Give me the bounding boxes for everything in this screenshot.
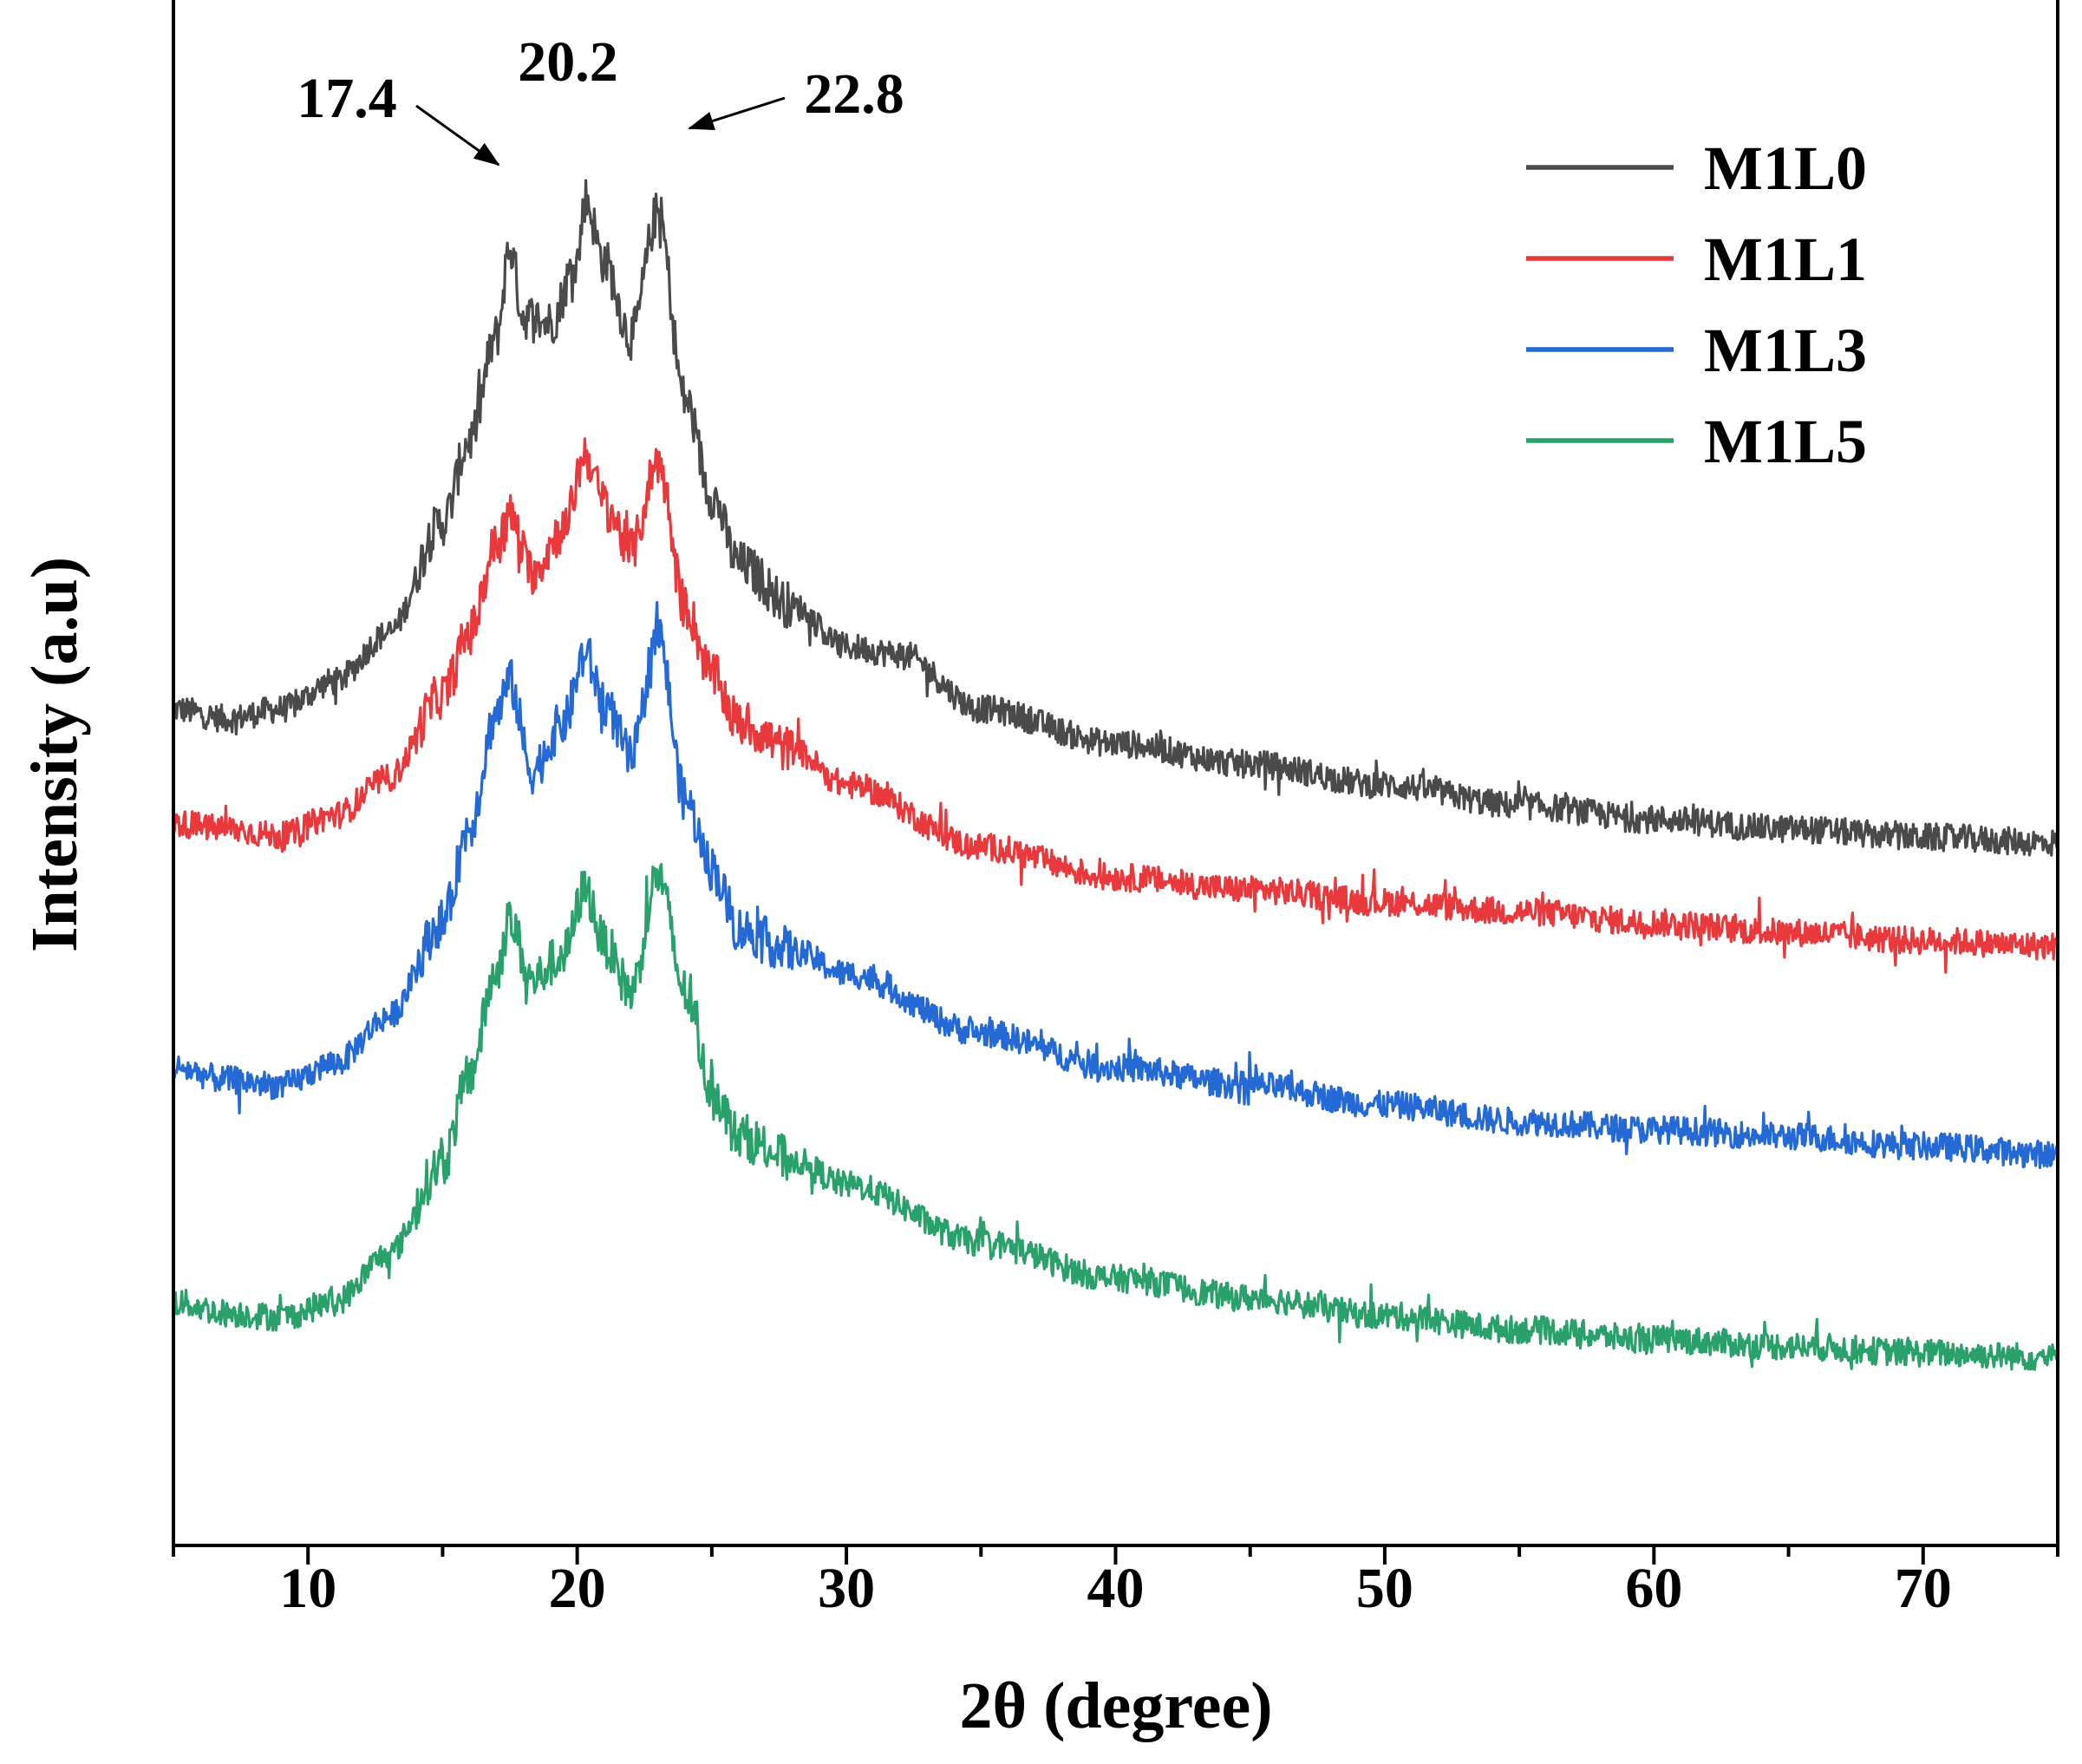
peak-label-22-8: 22.8 bbox=[804, 62, 904, 126]
peak-arrow-22-8 bbox=[688, 96, 786, 130]
peak-label-20-2: 20.2 bbox=[518, 30, 618, 94]
x-axis-title: 2θ (degree) bbox=[959, 1669, 1272, 1742]
legend-label-m1l5: M1L5 bbox=[1704, 407, 1867, 476]
peak-label-17-4: 17.4 bbox=[297, 67, 397, 130]
series-line-m1l3 bbox=[172, 601, 2059, 1169]
legend-label-m1l1: M1L1 bbox=[1704, 225, 1867, 294]
x-tick-label-10: 10 bbox=[279, 1557, 336, 1620]
peak-arrow-17-4 bbox=[415, 104, 500, 167]
x-tick-label-20: 20 bbox=[549, 1557, 606, 1620]
legend-label-m1l3: M1L3 bbox=[1704, 316, 1867, 385]
series-line-m1l0 bbox=[172, 179, 2059, 857]
series-line-m1l5 bbox=[172, 863, 2059, 1371]
plot-series bbox=[172, 179, 2059, 1371]
legend: M1L0 M1L1 M1L3 M1L5 bbox=[1526, 134, 1867, 476]
x-tick-label-70: 70 bbox=[1895, 1557, 1952, 1620]
legend-label-m1l0: M1L0 bbox=[1704, 134, 1867, 203]
x-tick-label-50: 50 bbox=[1356, 1557, 1413, 1620]
peak-annotations: 17.4 20.2 22.8 bbox=[297, 30, 904, 167]
x-tick-label-30: 30 bbox=[818, 1557, 875, 1620]
series-line-m1l1 bbox=[172, 437, 2059, 974]
x-ticks: 10 20 30 40 50 60 70 bbox=[172, 1545, 2059, 1620]
y-axis-title: Intensity (a.u) bbox=[18, 557, 91, 952]
x-tick-label-60: 60 bbox=[1625, 1557, 1682, 1620]
x-tick-label-40: 40 bbox=[1087, 1557, 1145, 1620]
